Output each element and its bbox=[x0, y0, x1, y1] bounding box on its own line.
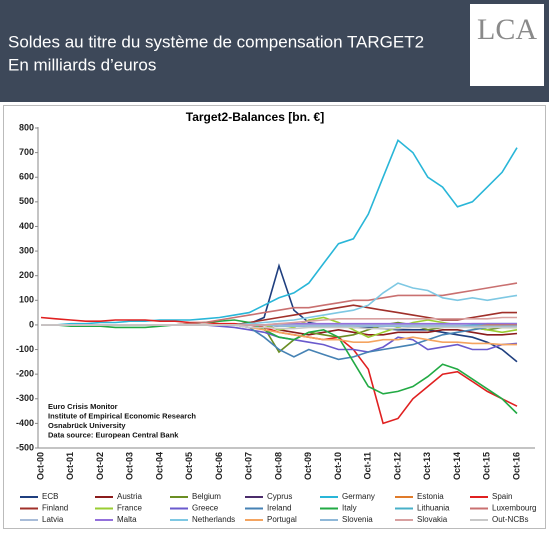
legend-label: Cyprus bbox=[267, 492, 292, 501]
y-tick-label: 0 bbox=[29, 319, 34, 329]
y-tick-label: 800 bbox=[19, 122, 34, 132]
y-tick-label: -400 bbox=[16, 418, 34, 428]
x-tick-label: Oct-16 bbox=[511, 452, 521, 480]
x-tick-label: Oct-05 bbox=[184, 452, 194, 480]
x-tick-label: Oct-02 bbox=[95, 452, 105, 480]
y-tick-label: 400 bbox=[19, 221, 34, 231]
x-tick-label: Oct-00 bbox=[35, 452, 45, 480]
series-line bbox=[41, 138, 518, 326]
header-subtitle: En milliards d’euros bbox=[8, 55, 156, 74]
y-tick-label: 600 bbox=[19, 172, 34, 182]
annotation: Osnabrück University bbox=[48, 421, 126, 430]
logo-box bbox=[470, 4, 544, 86]
y-tick-label: 500 bbox=[19, 196, 34, 206]
x-tick-label: Oct-09 bbox=[303, 452, 313, 480]
header-band bbox=[0, 0, 549, 102]
x-tick-label: Oct-10 bbox=[333, 452, 343, 480]
x-tick-label: Oct-08 bbox=[273, 452, 283, 480]
legend-label: Slovakia bbox=[417, 515, 448, 524]
y-tick-label: 100 bbox=[19, 295, 34, 305]
legend-label: Netherlands bbox=[192, 515, 235, 524]
legend-label: Luxembourg bbox=[492, 504, 536, 513]
x-tick-label: Oct-12 bbox=[392, 452, 402, 480]
legend-label: Ireland bbox=[267, 504, 291, 513]
annotation: Institute of Empirical Economic Research bbox=[48, 411, 196, 420]
y-tick-label: -300 bbox=[16, 393, 34, 403]
annotation: Euro Crisis Monitor bbox=[48, 402, 118, 411]
legend-label: Lithuania bbox=[417, 504, 450, 513]
y-tick-label: 700 bbox=[19, 147, 34, 157]
legend-label: Germany bbox=[342, 492, 375, 501]
legend-label: Out-NCBs bbox=[492, 515, 528, 524]
x-tick-label: Oct-07 bbox=[244, 452, 254, 480]
series-line bbox=[41, 324, 517, 330]
legend-label: Portugal bbox=[267, 515, 297, 524]
legend-label: Slovenia bbox=[342, 515, 373, 524]
y-tick-label: -100 bbox=[16, 344, 34, 354]
chart-title: Target2-Balances [bn. €] bbox=[186, 110, 324, 124]
y-tick-label: 200 bbox=[19, 270, 34, 280]
y-tick-label: -500 bbox=[16, 442, 34, 452]
legend-label: Austria bbox=[117, 492, 142, 501]
legend-label: Spain bbox=[492, 492, 512, 501]
x-tick-label: Oct-01 bbox=[65, 452, 75, 480]
x-tick-label: Oct-04 bbox=[154, 452, 164, 480]
x-tick-label: Oct-03 bbox=[125, 452, 135, 480]
legend-label: Malta bbox=[117, 515, 137, 524]
x-tick-label: Oct-13 bbox=[422, 452, 432, 480]
series-line bbox=[41, 319, 518, 415]
x-tick-label: Oct-15 bbox=[482, 452, 492, 480]
logo: LCA bbox=[477, 13, 537, 46]
legend-label: ECB bbox=[42, 492, 58, 501]
legend-label: Greece bbox=[192, 504, 219, 513]
header-title: Soldes au titre du système de compensati… bbox=[8, 32, 424, 51]
legend-label: Italy bbox=[342, 504, 357, 513]
legend-label: Estonia bbox=[417, 492, 444, 501]
x-tick-label: Oct-11 bbox=[363, 452, 373, 480]
y-tick-label: -200 bbox=[16, 369, 34, 379]
legend-label: Finland bbox=[42, 504, 68, 513]
chart-frame bbox=[3, 105, 546, 529]
x-tick-label: Oct-14 bbox=[452, 452, 462, 480]
legend-label: Latvia bbox=[42, 515, 64, 524]
x-tick-label: Oct-06 bbox=[214, 452, 224, 480]
y-tick-label: 300 bbox=[19, 245, 34, 255]
legend-label: France bbox=[117, 504, 142, 513]
legend-label: Belgium bbox=[192, 492, 221, 501]
annotation: Data source: European Central Bank bbox=[48, 430, 179, 439]
